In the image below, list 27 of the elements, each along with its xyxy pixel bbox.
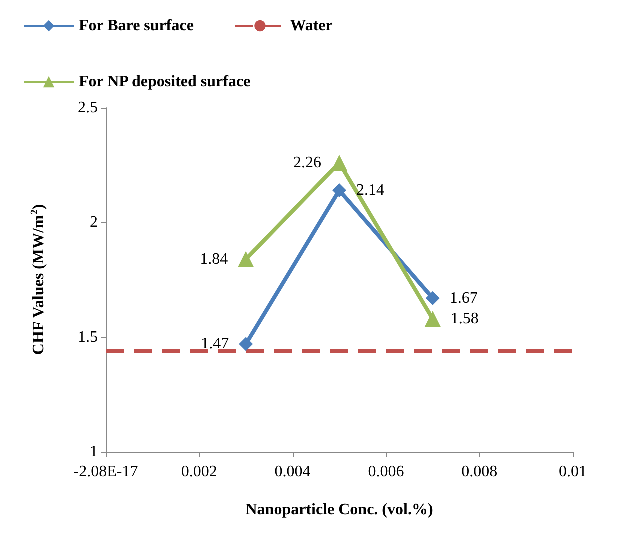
y-tick-label: 2: [90, 214, 98, 232]
x-tick-label: -2.08E-17: [74, 464, 138, 480]
data-label: 1.58: [450, 310, 479, 328]
x-axis-title: Nanoparticle Conc. (vol.%): [246, 502, 434, 518]
data-label: 2.26: [294, 154, 322, 172]
x-tick-label: 0.01: [559, 464, 587, 480]
data-label: 1.47: [201, 336, 230, 353]
y-tick-label: 1: [90, 444, 98, 460]
x-tick-label: 0.002: [181, 464, 218, 480]
point: [239, 337, 254, 352]
y-tick-label: 1.5: [78, 328, 98, 346]
data-label: 1.84: [200, 250, 228, 268]
legend-label: Water: [290, 18, 333, 34]
point: [332, 155, 348, 172]
data-label: 2.14: [356, 182, 384, 200]
x-tick-label: 0.006: [368, 464, 404, 480]
data-label: 1.67: [450, 290, 478, 307]
x-tick-label: 0.008: [462, 464, 498, 480]
y-axis-title: CHF Values (MW/m2): [30, 204, 48, 356]
point: [426, 291, 440, 306]
point: [332, 184, 346, 198]
legend-label: For NP deposited surface: [79, 74, 251, 90]
point: [238, 251, 254, 268]
point: [424, 310, 441, 327]
x-tick-label: 0.004: [274, 464, 311, 480]
legend-label: For Bare surface: [79, 18, 194, 34]
y-tick-label: 2.5: [78, 100, 98, 116]
